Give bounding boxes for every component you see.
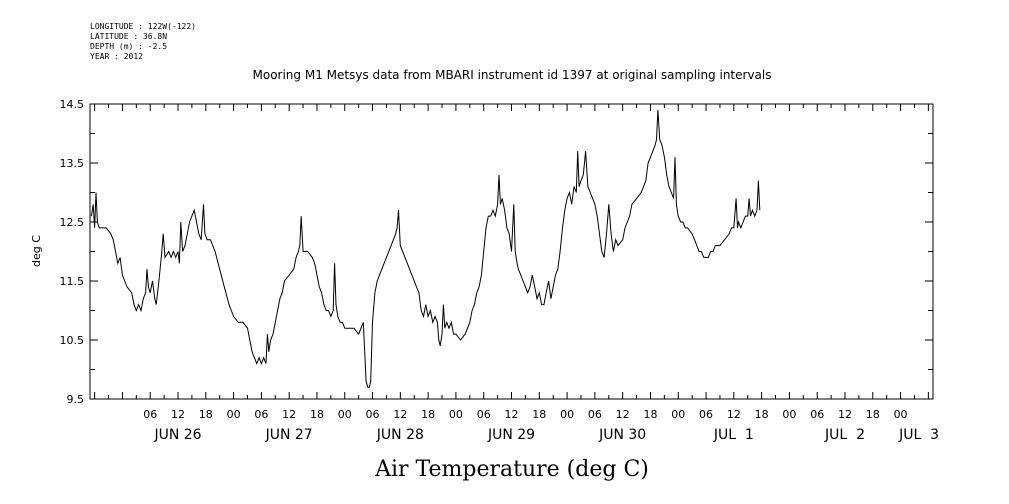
x-hour-label: 12 [727,408,741,421]
x-hour-label: 06 [699,408,713,421]
x-day-label: JUN 27 [265,427,313,443]
x-hour-label: 06 [477,408,491,421]
x-axis: 06 12 18 00 06 12 18 00 06 12 18 00 06 12 18 00 06 12 18 00… [94,104,939,443]
year-text: YEAR : 2012 [90,52,143,61]
longitude-text: LONGITUDE : 122W(-122) [90,22,196,31]
x-hour-label: 18 [310,408,324,421]
y-tick-label: 13.5 [60,157,85,170]
x-hour-label: 06 [254,408,268,421]
x-day-label: JUN 29 [487,427,535,443]
x-hour-label: 12 [393,408,407,421]
x-hour-label: 18 [199,408,213,421]
x-day-label: JUN 30 [598,427,646,443]
y-tick-label: 9.5 [67,393,85,406]
y-axis: 9.5 10.5 11.5 12.5 13.5 14.5 [60,98,933,406]
x-hour-label: 06 [143,408,157,421]
x-day-label: JUL 3 [898,427,939,443]
x-hour-label: 00 [227,408,241,421]
x-hour-label: 06 [366,408,380,421]
x-hour-label: 12 [616,408,630,421]
x-hour-label: 12 [838,408,852,421]
x-hour-label: 12 [171,408,185,421]
x-hour-label: 00 [338,408,352,421]
x-hour-label: 06 [588,408,602,421]
x-hour-label: 12 [282,408,296,421]
x-hour-label: 12 [505,408,519,421]
latitude-text: LATITUDE : 36.8N [90,32,167,41]
x-day-label: JUN 26 [153,427,201,443]
y-tick-label: 11.5 [60,275,85,288]
y-axis-label: deg C [30,235,43,267]
x-hour-label: 18 [755,408,769,421]
series-layer [90,109,761,388]
depth-text: DEPTH (m) : -2.5 [90,42,167,51]
x-hour-label: 00 [671,408,685,421]
x-hour-label: 06 [810,408,824,421]
y-tick-label: 14.5 [60,98,85,111]
station-info: LONGITUDE : 122W(-122) LATITUDE : 36.8N … [90,22,196,61]
chart-title: Mooring M1 Metsys data from MBARI instru… [253,68,772,82]
x-hour-label: 00 [894,408,908,421]
y-tick-label: 12.5 [60,216,85,229]
x-hour-label: 18 [866,408,880,421]
series-line [90,109,761,388]
x-hour-label: 00 [560,408,574,421]
x-axis-title: Air Temperature (deg C) [374,457,649,482]
x-hour-label: 00 [782,408,796,421]
x-hour-label: 18 [532,408,546,421]
x-day-label: JUL 2 [824,427,865,443]
x-hour-label: 18 [643,408,657,421]
x-day-label: JUL 1 [713,427,754,443]
y-tick-label: 10.5 [60,334,85,347]
x-day-label: JUN 28 [376,427,424,443]
x-hour-label: 18 [421,408,435,421]
x-hour-label: 00 [449,408,463,421]
